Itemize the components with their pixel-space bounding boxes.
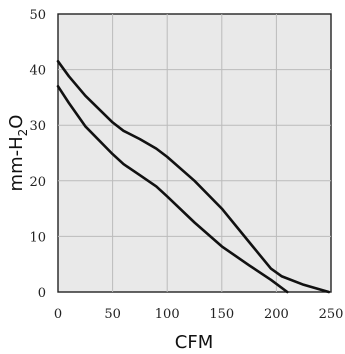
- y-tick-label: 40: [29, 64, 46, 79]
- x-tick-label: 100: [155, 307, 180, 322]
- x-axis-title: CFM: [175, 332, 213, 353]
- series-line-2: [56, 85, 289, 294]
- y-axis-title-subscript: 2: [16, 129, 30, 137]
- y-tick-label: 30: [29, 119, 46, 134]
- y-tick-labels: 0 10 20 30 40 50: [29, 8, 46, 301]
- x-tick-label: 0: [54, 307, 62, 322]
- x-tick-label: 250: [319, 307, 344, 322]
- x-tick-label: 150: [209, 307, 234, 322]
- y-tick-label: 20: [29, 175, 46, 190]
- x-tick-label: 50: [104, 307, 121, 322]
- y-axis-title-end: O: [6, 115, 27, 129]
- y-tick-label: 0: [38, 286, 46, 301]
- series-lines: [56, 60, 331, 294]
- series-line-1: [56, 60, 331, 294]
- y-tick-label: 10: [29, 230, 46, 245]
- x-tick-labels: 0 50 100 150 200 250: [54, 307, 344, 322]
- plot-area: [57, 13, 332, 293]
- y-axis-title-main: mm-H: [6, 136, 27, 191]
- x-tick-label: 200: [264, 307, 289, 322]
- y-axis-title: mm-H2O: [6, 115, 30, 192]
- y-tick-label: 50: [29, 8, 46, 23]
